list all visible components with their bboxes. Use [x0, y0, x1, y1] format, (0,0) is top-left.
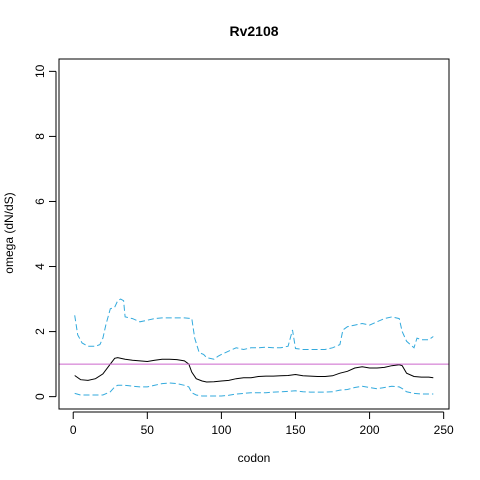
upper-bound-line — [74, 298, 434, 360]
y-tick-label: 6 — [33, 198, 47, 205]
x-tick-label: 150 — [285, 423, 305, 437]
plot-frame — [58, 58, 450, 410]
y-tick-label: 10 — [33, 64, 47, 78]
lower-bound-line — [74, 382, 434, 397]
plot-lines — [59, 298, 449, 397]
x-axis: 0 50 100 150 200 250 — [70, 411, 454, 437]
x-tick-label: 200 — [360, 423, 380, 437]
x-axis-label: codon — [238, 451, 271, 465]
y-tick-label: 8 — [33, 133, 47, 140]
omega-estimate-line — [74, 357, 434, 383]
y-tick-label: 2 — [33, 328, 47, 335]
x-tick-label: 100 — [211, 423, 231, 437]
y-tick-label: 0 — [33, 393, 47, 400]
chart-title: Rv2108 — [229, 23, 278, 39]
y-axis: 0 2 4 6 8 10 — [33, 64, 57, 400]
y-axis-label: omega (dN/dS) — [2, 192, 16, 273]
x-tick-label: 250 — [434, 423, 454, 437]
y-tick-label: 4 — [33, 263, 47, 270]
x-tick-label: 0 — [70, 423, 77, 437]
x-tick-label: 50 — [141, 423, 155, 437]
